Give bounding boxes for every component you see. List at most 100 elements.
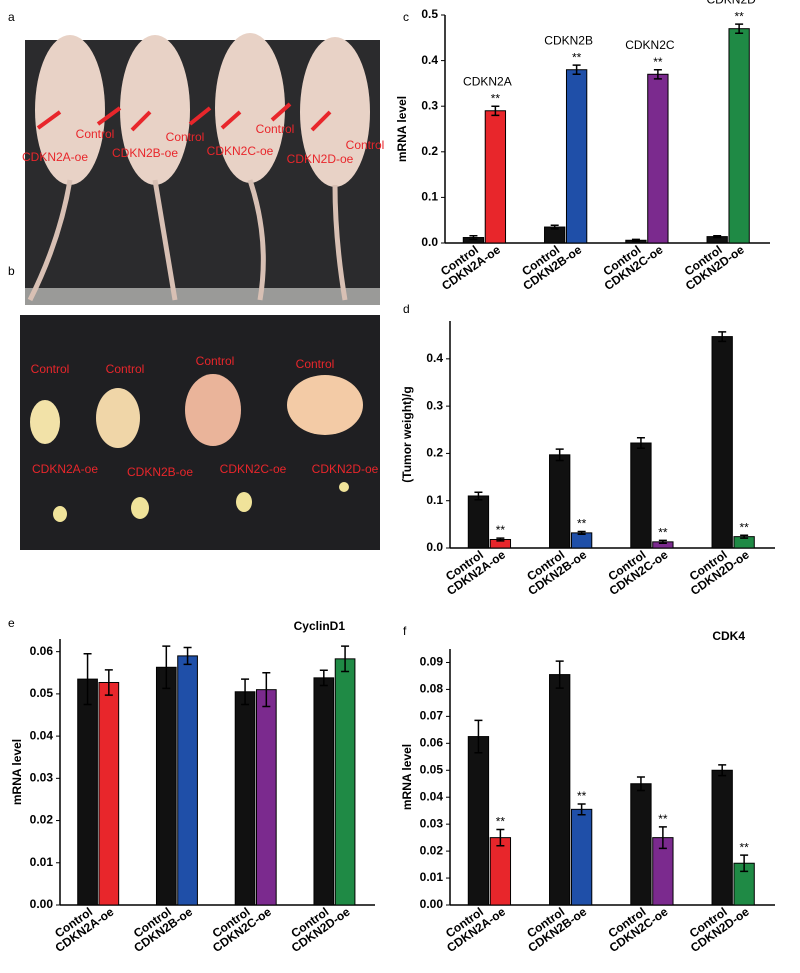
bar (549, 454, 571, 549)
bar (177, 655, 198, 906)
significance: ** (734, 9, 744, 23)
error-bar (83, 653, 92, 706)
y-tick-label: 0.03 (420, 816, 444, 830)
arrow (96, 106, 122, 126)
y-tick-label: 0.1 (426, 493, 443, 507)
group-label: CDKN2D (706, 0, 756, 6)
photo-label: CDKN2D-oe (312, 462, 379, 476)
bar (77, 678, 98, 906)
y-tick-label: 0.05 (30, 686, 54, 700)
y-tick-label: 0.5 (421, 7, 438, 21)
panel-label: b (8, 264, 15, 278)
y-tick-label: 0.4 (426, 351, 443, 365)
y-tick-label: 0.00 (420, 897, 444, 911)
bar (728, 28, 750, 244)
bar (570, 808, 593, 906)
error-bar (469, 234, 478, 241)
y-axis-label: (Tumor weight)/g (400, 386, 414, 482)
significance: ** (572, 50, 582, 64)
chart-title: CyclinD1 (294, 619, 346, 633)
y-tick-label: 0.07 (420, 709, 444, 723)
ruler (25, 288, 380, 305)
bar (234, 691, 256, 906)
significance: ** (658, 526, 668, 540)
y-tick-label: 0.08 (420, 682, 444, 696)
panel-label: f (403, 624, 407, 638)
y-tick-label: 0.1 (421, 190, 438, 204)
error-bar (550, 224, 559, 230)
y-tick-label: 0.0 (426, 540, 443, 554)
y-tick-label: 0.4 (421, 53, 438, 67)
error-bar (718, 764, 727, 777)
bar (549, 674, 571, 906)
significance: ** (577, 789, 587, 803)
photo-label: Control (196, 354, 235, 368)
bar (647, 73, 669, 244)
error-bar (341, 645, 350, 673)
y-tick-label: 0.05 (420, 762, 444, 776)
y-tick-label: 0.02 (30, 813, 54, 827)
bar (630, 442, 652, 549)
group-label: CDKN2A (463, 74, 512, 88)
error-bar (631, 238, 640, 242)
error-bar (474, 491, 483, 501)
bar (467, 736, 490, 906)
y-tick-label: 0.00 (30, 897, 54, 911)
bar (313, 677, 335, 906)
tumors (30, 374, 363, 522)
error-bar (162, 645, 171, 690)
significance: ** (739, 520, 749, 534)
panel-label: e (8, 616, 15, 630)
error-bar (653, 68, 662, 80)
y-tick-label: 0.02 (420, 843, 444, 857)
bar (565, 69, 588, 244)
y-tick-label: 0.2 (421, 144, 438, 158)
y-tick-label: 0.04 (30, 728, 54, 742)
bar (484, 110, 507, 244)
error-bar (262, 672, 271, 708)
y-axis-label: mRNA level (395, 96, 409, 162)
bar (467, 495, 490, 549)
bar (711, 769, 733, 906)
error-bar (572, 64, 581, 76)
photo-label: Control (346, 138, 385, 152)
arrow (270, 102, 292, 122)
y-axis-label: mRNA level (10, 739, 24, 805)
y-tick-label: 0.3 (421, 98, 438, 112)
error-bar (183, 646, 192, 666)
error-bar (319, 669, 328, 687)
photo-label: CDKN2B-oe (127, 465, 193, 479)
significance: ** (496, 815, 506, 829)
photo-label: CDKN2D-oe (287, 152, 354, 166)
y-axis-label: mRNA level (400, 744, 414, 810)
arrow (188, 106, 212, 126)
photo-label: CDKN2C-oe (220, 462, 287, 476)
bar (98, 681, 120, 906)
error-bar (491, 105, 500, 117)
y-tick-label: 0.06 (420, 735, 444, 749)
significance: ** (658, 812, 668, 826)
arrow (130, 110, 152, 132)
arrow (310, 110, 332, 132)
y-tick-label: 0.03 (30, 771, 54, 785)
photo-label: Control (256, 122, 295, 136)
significance: ** (577, 517, 587, 531)
group-label: CDKN2B (544, 33, 593, 47)
significance: ** (739, 840, 749, 854)
bar (570, 532, 593, 549)
error-bar (474, 719, 483, 754)
error-bar (496, 537, 505, 542)
group-label: CDKN2C (625, 38, 675, 52)
significance: ** (653, 55, 663, 69)
y-tick-label: 0.01 (30, 855, 54, 869)
y-tick-label: 0.09 (420, 655, 444, 669)
error-bar (104, 669, 113, 696)
error-bar (718, 331, 727, 343)
panel-label: d (403, 302, 410, 316)
y-tick-label: 0.06 (30, 644, 54, 658)
photo-label: Control (166, 130, 205, 144)
arrow (220, 110, 242, 130)
error-bar (241, 678, 250, 706)
y-tick-label: 0.3 (426, 398, 443, 412)
